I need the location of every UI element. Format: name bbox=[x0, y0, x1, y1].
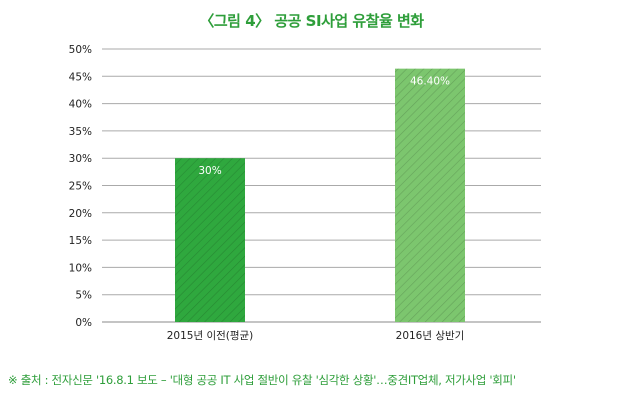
y-tick-label: 15% bbox=[69, 235, 92, 247]
gridlines bbox=[102, 48, 541, 323]
labels: 30% 2015년 이전(평균) 46.40% 2016년 상반기 bbox=[167, 76, 465, 342]
bar-hatch bbox=[395, 68, 465, 322]
y-tick-label: 45% bbox=[69, 71, 92, 83]
y-tick-label: 35% bbox=[69, 126, 92, 138]
source-note: ※ 출처 : 전자신문 '16.8.1 보도 – '대형 공공 IT 사업 절반… bbox=[8, 373, 516, 387]
data-label: 46.40% bbox=[410, 76, 450, 88]
y-tick-label: 20% bbox=[69, 208, 92, 220]
bar-hatch bbox=[175, 158, 245, 322]
y-axis-ticks: 0% 5% 10% 15% 20% 25% 30% 35% 40% 45% 50% bbox=[69, 44, 92, 329]
y-tick-label: 0% bbox=[75, 317, 92, 329]
y-tick-label: 50% bbox=[69, 44, 92, 56]
y-tick-label: 5% bbox=[75, 290, 92, 302]
category-label: 2015년 이전(평균) bbox=[167, 330, 254, 342]
bars bbox=[175, 68, 465, 322]
category-label: 2016년 상반기 bbox=[396, 330, 465, 342]
y-tick-label: 10% bbox=[69, 262, 92, 274]
y-tick-label: 25% bbox=[69, 181, 92, 193]
y-tick-label: 40% bbox=[69, 99, 92, 111]
data-label: 30% bbox=[198, 165, 221, 177]
y-tick-label: 30% bbox=[69, 153, 92, 165]
chart-title: 〈그림 4〉 공공 SI사업 유찰율 변화 bbox=[199, 12, 424, 30]
